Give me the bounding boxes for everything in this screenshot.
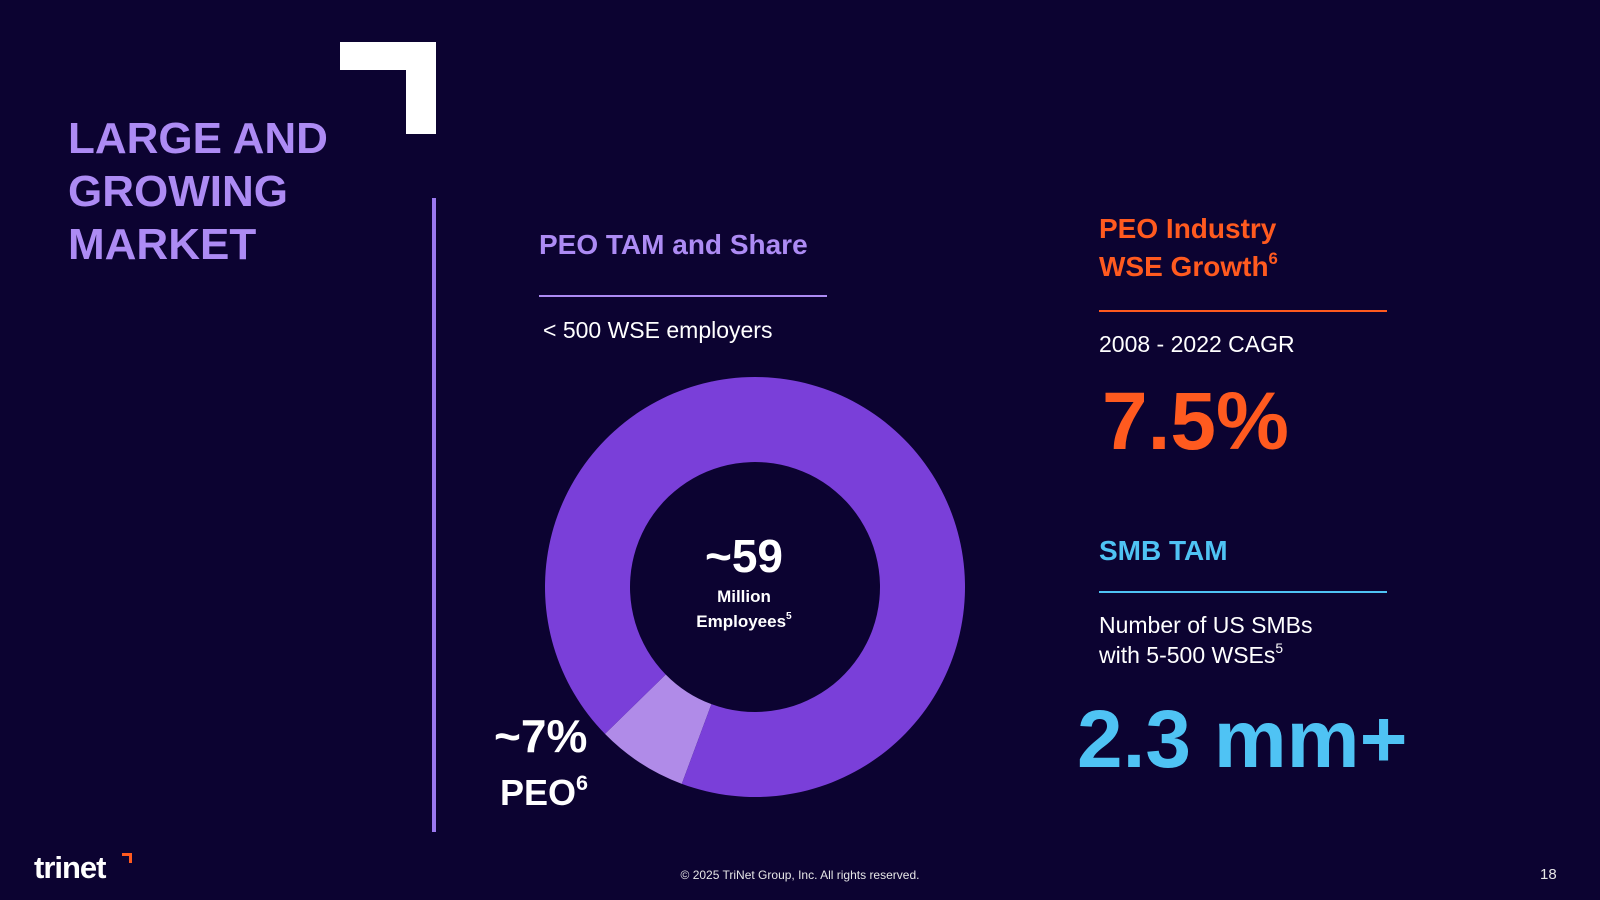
smb-rule: [1099, 591, 1387, 593]
title-line-2: GROWING: [68, 167, 288, 216]
donut-center-label: ~59 Million Employees5: [654, 528, 834, 634]
growth-rule: [1099, 310, 1387, 312]
smb-caption-line2-wrap: with 5-500 WSEs5: [1099, 640, 1312, 670]
smb-caption: Number of US SMBs with 5-500 WSEs5: [1099, 610, 1312, 670]
tam-rule: [539, 295, 827, 297]
trinet-logo: trinet: [34, 850, 132, 886]
smb-heading: SMB TAM: [1099, 535, 1228, 566]
growth-heading-line2-wrap: WSE Growth6: [1099, 248, 1278, 286]
peo-slice-sup: 6: [576, 769, 589, 795]
page-number: 18: [1540, 866, 1557, 883]
donut-chart: [545, 377, 965, 797]
smb-caption-line1: Number of US SMBs: [1099, 612, 1313, 638]
total-label-sup: 5: [786, 611, 792, 623]
donut-slice-other: [545, 377, 965, 797]
total-value: ~59: [704, 530, 784, 582]
logo-text: trinet: [34, 850, 106, 885]
tam-subheading: < 500 WSE employers: [543, 317, 773, 343]
growth-heading: PEO Industry WSE Growth6: [1099, 210, 1278, 286]
growth-caption: 2008 - 2022 CAGR: [1099, 331, 1295, 357]
peo-slice-label: PEO6: [500, 770, 588, 816]
title-line-3: MARKET: [68, 220, 257, 269]
growth-heading-line2: WSE Growth: [1099, 251, 1269, 282]
logo-mark-icon: [122, 853, 132, 863]
vertical-divider: [432, 198, 436, 832]
growth-heading-line1: PEO Industry: [1099, 213, 1277, 244]
total-label-line1: Million: [717, 587, 771, 606]
peo-slice-name: PEO: [500, 772, 577, 813]
total-label-line2-wrap: Employees5: [654, 609, 834, 634]
corner-bracket-graphic: [340, 42, 436, 134]
peo-slice-value: ~7%: [494, 710, 588, 762]
growth-heading-sup: 6: [1268, 249, 1278, 268]
title-line-1: LARGE AND: [68, 114, 328, 163]
smb-caption-line2: with 5-500 WSEs: [1099, 642, 1276, 668]
tam-heading: PEO TAM and Share: [539, 229, 808, 260]
total-label-line2: Employees: [696, 612, 787, 631]
donut-slice-peo: [604, 674, 712, 784]
slide-title: LARGE AND GROWING MARKET: [68, 112, 388, 271]
growth-value: 7.5%: [1102, 376, 1289, 467]
smb-value: 2.3 mm+: [1077, 694, 1408, 785]
copyright-text: © 2025 TriNet Group, Inc. All rights res…: [680, 868, 920, 882]
smb-caption-sup: 5: [1275, 640, 1284, 656]
